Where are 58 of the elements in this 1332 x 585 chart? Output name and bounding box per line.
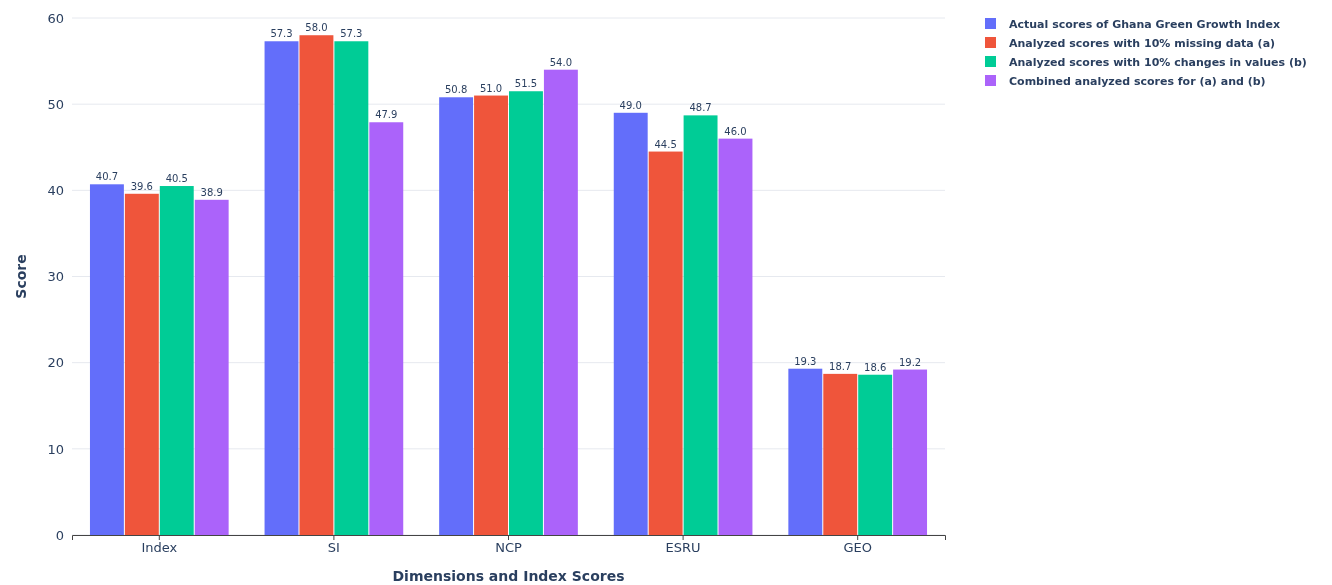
bar: [89, 184, 124, 535]
bar: [858, 374, 893, 535]
data-label: 57.3: [270, 28, 293, 40]
legend-label: Analyzed scores with 10% missing data (a): [1009, 37, 1276, 50]
data-label: 57.3: [340, 28, 363, 40]
bar: [788, 368, 823, 535]
bar: [613, 112, 648, 535]
bar: [264, 41, 299, 535]
bar: [509, 91, 543, 535]
data-label: 51.5: [514, 78, 538, 90]
y-tick-label: 30: [47, 269, 64, 285]
bar: [334, 41, 369, 535]
bar: [159, 186, 194, 535]
data-label: 50.8: [444, 84, 468, 96]
bar: [823, 373, 858, 535]
x-tick-label: ESRU: [665, 540, 701, 556]
x-tick-label: NCP: [495, 540, 522, 556]
data-label: 54.0: [549, 56, 573, 68]
y-tick-label: 50: [47, 96, 64, 112]
bar: [194, 199, 229, 535]
data-label: 58.0: [305, 22, 328, 34]
bar: [124, 193, 159, 535]
data-label: 47.9: [375, 109, 398, 121]
data-label: 39.6: [130, 180, 153, 192]
data-label: 40.7: [95, 171, 119, 183]
bar: [299, 35, 334, 535]
bar: [543, 69, 578, 535]
bar: [369, 122, 404, 535]
data-label: 38.9: [200, 186, 223, 198]
y-tick-label: 0: [55, 527, 64, 543]
legend-label: Combined analyzed scores for (a) and (b): [1009, 75, 1266, 88]
y-tick-label: 20: [47, 355, 64, 371]
data-label: 40.5: [165, 173, 188, 185]
data-label: 46.0: [724, 125, 747, 137]
x-tick-label: SI: [327, 540, 340, 556]
x-tick-label: Index: [141, 540, 178, 556]
x-tick-label: GEO: [843, 540, 872, 556]
data-label: 49.0: [619, 99, 642, 111]
y-tick-label: 60: [47, 10, 64, 26]
bar: [474, 95, 508, 535]
data-label: 19.3: [794, 355, 817, 367]
bar: [893, 369, 928, 535]
data-label: 44.5: [654, 138, 677, 150]
bar: [683, 115, 718, 535]
bar: [648, 151, 683, 535]
y-tick-label: 10: [47, 441, 64, 457]
y-axis-title: Score: [13, 254, 29, 299]
bar: [718, 138, 753, 535]
x-axis-title: Dimensions and Index Scores: [392, 568, 625, 584]
data-label: 18.6: [864, 361, 887, 373]
y-tick-label: 40: [47, 182, 64, 198]
data-label: 19.2: [898, 356, 922, 368]
legend-label: Analyzed scores with 10% changes in values (b): [1009, 56, 1307, 69]
bar: [439, 97, 474, 535]
data-label: 48.7: [689, 102, 712, 114]
data-label: 51.0: [479, 82, 503, 94]
data-label: 18.7: [829, 360, 852, 372]
legend-label: Actual scores of Ghana Green Growth Index: [1009, 18, 1281, 31]
